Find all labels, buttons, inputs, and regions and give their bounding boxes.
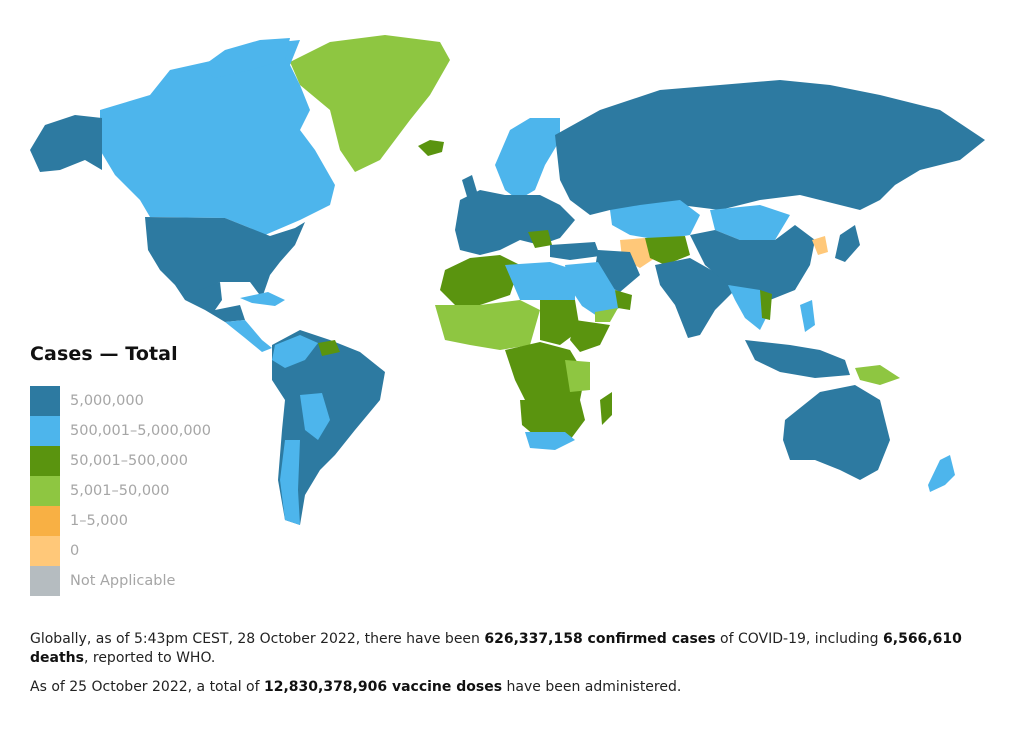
legend-item[interactable]: 5,001–50,000: [30, 476, 260, 506]
region-uk-ireland[interactable]: [462, 175, 478, 200]
region-philippines[interactable]: [800, 300, 815, 332]
region-alaska[interactable]: [30, 115, 102, 172]
deaths-value: 6,566,610 deaths: [30, 631, 962, 666]
legend-label: Not Applicable: [70, 573, 176, 589]
region-mongolia[interactable]: [710, 205, 790, 240]
region-guianas[interactable]: [318, 340, 340, 356]
region-turkey[interactable]: [550, 242, 600, 260]
region-china[interactable]: [690, 225, 815, 300]
region-canada[interactable]: [100, 40, 335, 235]
region-afghanistan-area[interactable]: [645, 236, 690, 265]
region-venezuela-colombia[interactable]: [272, 335, 318, 368]
region-mexico[interactable]: [160, 270, 245, 322]
legend-swatch: [30, 416, 60, 446]
region-usa[interactable]: [145, 217, 305, 298]
region-oman[interactable]: [615, 290, 632, 310]
region-arctic-islands[interactable]: [200, 38, 290, 78]
region-iceland[interactable]: [418, 140, 444, 156]
region-kazakhstan[interactable]: [610, 200, 700, 240]
region-horn-of-africa[interactable]: [570, 320, 610, 352]
region-sudan[interactable]: [540, 300, 580, 345]
summary-global-cases: Globally, as of 5:43pm CEST, 28 October …: [30, 631, 962, 666]
legend-item[interactable]: Not Applicable: [30, 566, 260, 596]
region-south-america[interactable]: [272, 330, 385, 525]
legend-swatch: [30, 446, 60, 476]
region-japan[interactable]: [835, 225, 860, 262]
region-indonesia[interactable]: [745, 340, 850, 378]
legend-swatch: [30, 506, 60, 536]
legend-item[interactable]: 50,001–500,000: [30, 446, 260, 476]
summary-vaccine-doses: As of 25 October 2022, a total of 12,830…: [30, 679, 682, 695]
region-bolivia-paraguay[interactable]: [300, 393, 330, 440]
region-madagascar[interactable]: [600, 392, 612, 425]
legend-label: 1–5,000: [70, 513, 128, 529]
summary-footer: Globally, as of 5:43pm CEST, 28 October …: [30, 630, 990, 707]
region-north-africa[interactable]: [440, 255, 520, 305]
region-south-africa[interactable]: [525, 432, 575, 450]
legend-label: 0: [70, 543, 80, 559]
region-caribbean[interactable]: [240, 292, 285, 306]
region-scandinavia[interactable]: [495, 118, 560, 200]
legend-swatch: [30, 386, 60, 416]
region-central-america[interactable]: [225, 320, 272, 352]
region-west-africa[interactable]: [435, 300, 540, 350]
region-vietnam[interactable]: [760, 290, 772, 320]
legend-item[interactable]: 5,000,000: [30, 386, 260, 416]
legend-title: Cases — Total: [30, 343, 178, 365]
region-russia[interactable]: [555, 80, 985, 215]
legend-item[interactable]: 1–5,000: [30, 506, 260, 536]
confirmed-cases-value: 626,337,158 confirmed cases: [484, 631, 716, 647]
vaccine-doses-value: 12,830,378,906 vaccine doses: [263, 679, 503, 695]
legend-swatch: [30, 536, 60, 566]
legend-swatch: [30, 566, 60, 596]
region-greenland[interactable]: [290, 35, 450, 172]
legend-label: 5,001–50,000: [70, 483, 170, 499]
region-chile-argentina-south[interactable]: [280, 440, 300, 525]
legend-label: 500,001–5,000,000: [70, 423, 212, 439]
region-balkans[interactable]: [528, 230, 552, 248]
legend-swatch: [30, 476, 60, 506]
region-new-zealand[interactable]: [928, 455, 955, 492]
region-yemen[interactable]: [595, 308, 618, 322]
region-east-africa[interactable]: [565, 360, 590, 392]
legend-label: 50,001–500,000: [70, 453, 188, 469]
region-southeast-asia[interactable]: [728, 285, 770, 330]
legend: Cases — Total 5,000,000 500,001–5,000,000…: [30, 343, 260, 596]
region-australia[interactable]: [783, 385, 890, 480]
legend-item[interactable]: 500,001–5,000,000: [30, 416, 260, 446]
legend-label: 5,000,000: [70, 393, 144, 409]
world-map: [30, 35, 985, 525]
region-southern-africa[interactable]: [520, 400, 585, 440]
region-korea[interactable]: [812, 236, 828, 255]
region-india[interactable]: [655, 258, 735, 338]
legend-item[interactable]: 0: [30, 536, 260, 566]
region-arabia[interactable]: [565, 262, 625, 318]
region-libya-egypt[interactable]: [505, 262, 575, 300]
region-central-africa[interactable]: [505, 342, 585, 405]
region-png[interactable]: [855, 365, 900, 385]
